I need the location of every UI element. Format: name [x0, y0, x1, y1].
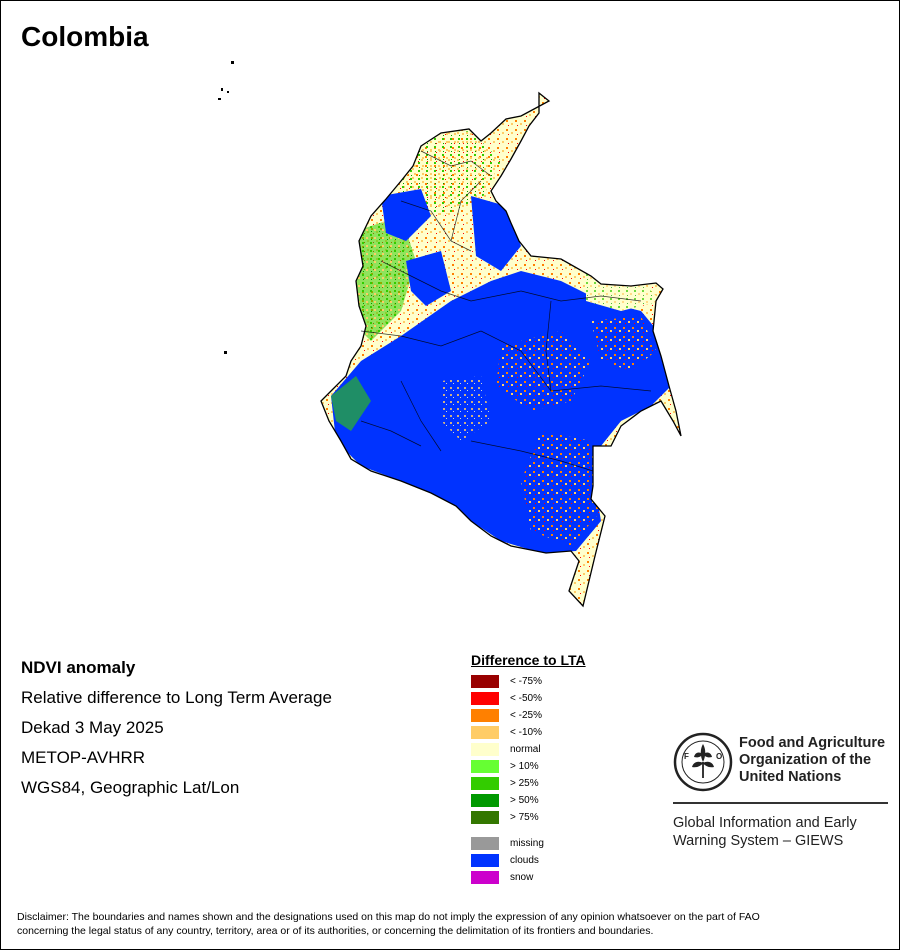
country-outline [320, 91, 682, 608]
dry-patch-center [496, 331, 591, 411]
legend-label: clouds [510, 855, 539, 866]
svg-text:O: O [716, 752, 722, 761]
ndvi-anomaly-raster [321, 93, 681, 606]
legend-swatch [471, 726, 499, 739]
cloud-patch-1 [381, 189, 431, 241]
legend-item: > 10% [471, 758, 586, 775]
fao-org-line: Food and Agriculture [739, 735, 886, 751]
legend-swatch [471, 675, 499, 688]
legend-swatch [471, 871, 499, 884]
legend-swatch [471, 837, 499, 850]
legend-label: normal [510, 744, 541, 755]
giews-name: Global Information and Early Warning Sys… [673, 814, 857, 850]
legend-swatch [471, 854, 499, 867]
legend-item: < -10% [471, 724, 586, 741]
disclaimer: Disclaimer: The boundaries and names sho… [17, 910, 887, 938]
svg-text:F: F [684, 752, 689, 761]
info-projection: WGS84, Geographic Lat/Lon [21, 778, 240, 797]
info-period: Dekad 3 May 2025 [21, 718, 164, 737]
legend-item: missing [471, 835, 586, 852]
dry-patch-east [591, 316, 656, 371]
legend-item: < -50% [471, 690, 586, 707]
legend-label: > 75% [510, 812, 539, 823]
legend-label: < -25% [510, 710, 542, 721]
dry-patch-south [521, 431, 601, 546]
legend-item: > 25% [471, 775, 586, 792]
legend-swatch [471, 760, 499, 773]
fao-org-line: Organization of the [739, 752, 872, 768]
legend-swatch [471, 709, 499, 722]
legend-item: clouds [471, 852, 586, 869]
legend-title: Difference to LTA [471, 652, 586, 668]
map-title: Colombia [21, 21, 149, 52]
green-patch-pacific [331, 376, 371, 431]
fao-divider [673, 802, 888, 804]
legend-swatch [471, 777, 499, 790]
legend-item: > 50% [471, 792, 586, 809]
legend-label: snow [510, 872, 534, 883]
map-info: NDVI anomaly Relative difference to Long… [21, 657, 332, 807]
disclaimer-line: Disclaimer: The boundaries and names sho… [17, 911, 760, 923]
cloud-patch-2 [406, 251, 451, 306]
island-markers [218, 61, 234, 354]
legend-item: < -25% [471, 707, 586, 724]
fao-org-line: United Nations [739, 769, 842, 785]
info-description: Relative difference to Long Term Average [21, 688, 332, 707]
info-product: NDVI anomaly [21, 658, 136, 677]
mixed-patch [441, 376, 491, 441]
admin-boundaries [360, 150, 652, 472]
info-sensor: METOP-AVHRR [21, 748, 146, 767]
legend-swatch [471, 743, 499, 756]
legend-label: > 25% [510, 778, 539, 789]
legend-label: > 50% [510, 795, 539, 806]
fao-org-name: Food and Agriculture Organization of the… [739, 735, 885, 786]
legend-label: < -75% [510, 676, 542, 687]
legend-item: < -75% [471, 673, 586, 690]
legend-label: missing [510, 838, 544, 849]
legend-swatch [471, 794, 499, 807]
fao-logo-icon: F O [673, 732, 733, 792]
legend-item: snow [471, 869, 586, 886]
legend-label: < -10% [510, 727, 542, 738]
legend-swatch [471, 811, 499, 824]
giews-line: Warning System – GIEWS [673, 833, 844, 849]
legend-item: normal [471, 741, 586, 758]
legend-swatch [471, 692, 499, 705]
legend: Difference to LTA < -75% < -50% < -25% <… [471, 652, 586, 886]
green-speckle-west [351, 216, 416, 341]
giews-line: Global Information and Early [673, 815, 857, 831]
legend-label: > 10% [510, 761, 539, 772]
legend-item: > 75% [471, 809, 586, 826]
legend-label: < -50% [510, 693, 542, 704]
legend-gap [471, 826, 586, 835]
disclaimer-line: concerning the legal status of any count… [17, 925, 654, 937]
